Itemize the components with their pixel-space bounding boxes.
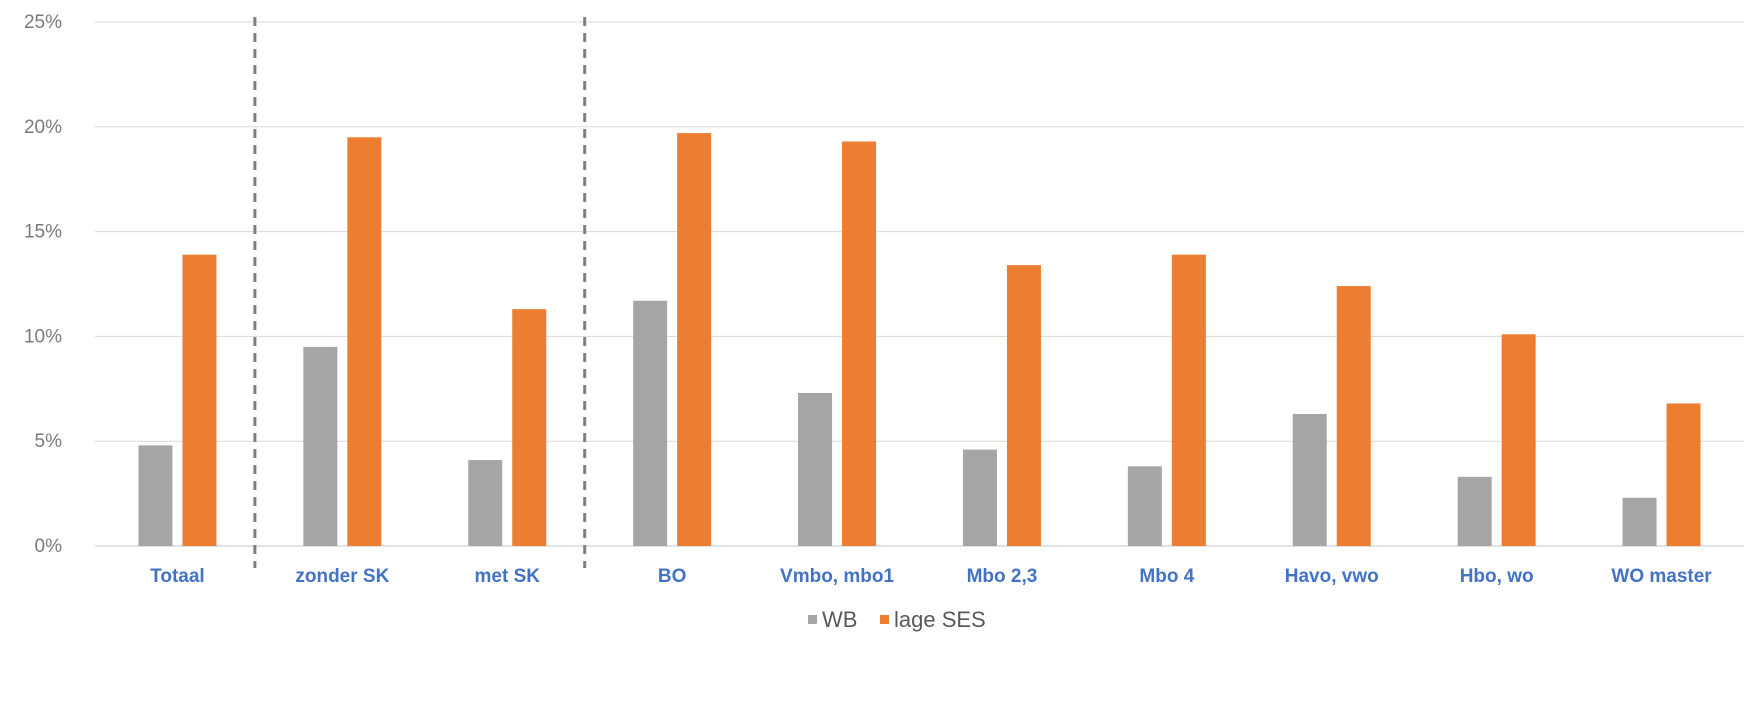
legend-label: lage SES bbox=[894, 607, 986, 632]
bar-wb bbox=[468, 460, 503, 546]
group-separators bbox=[253, 17, 587, 568]
bar-lage-ses bbox=[1666, 403, 1701, 546]
legend: WB lage SES bbox=[808, 607, 986, 632]
x-tick-label: met SK bbox=[475, 566, 541, 587]
y-tick-label: 0% bbox=[35, 536, 63, 557]
y-tick-label: 20% bbox=[24, 117, 62, 138]
x-tick-label: WO master bbox=[1611, 566, 1712, 587]
bar-wb bbox=[633, 300, 668, 546]
bar-lage-ses bbox=[1171, 254, 1206, 546]
legend-swatch-wb bbox=[808, 615, 817, 624]
bar-lage-ses bbox=[842, 141, 877, 547]
gridlines bbox=[95, 21, 1744, 547]
bar-wb bbox=[303, 346, 338, 546]
bar-wb bbox=[1622, 497, 1657, 546]
x-tick-label: Mbo 4 bbox=[1139, 566, 1194, 587]
bar-lage-ses bbox=[512, 309, 547, 546]
x-tick-label: Havo, vwo bbox=[1285, 566, 1379, 587]
bars bbox=[138, 133, 1701, 547]
bar-lage-ses bbox=[182, 254, 217, 546]
bar-lage-ses bbox=[1501, 334, 1536, 546]
legend-label: WB bbox=[822, 607, 857, 632]
bar-wb bbox=[798, 392, 833, 546]
y-tick-label: 10% bbox=[24, 326, 62, 347]
y-tick-label: 25% bbox=[24, 12, 62, 33]
bar-lage-ses bbox=[1006, 265, 1041, 546]
y-tick-label: 15% bbox=[24, 222, 62, 243]
x-tick-label: Totaal bbox=[150, 566, 205, 587]
bar-wb bbox=[962, 449, 997, 546]
x-tick-label: Hbo, wo bbox=[1460, 566, 1534, 587]
x-axis-tick-labels: Totaal zonder SK met SK BO Vmbo, mbo1 Mbo 2,3… bbox=[150, 566, 1712, 587]
x-tick-label: BO bbox=[658, 566, 687, 587]
x-tick-label: Mbo 2,3 bbox=[967, 566, 1038, 587]
bar-lage-ses bbox=[1336, 286, 1371, 546]
bar-wb bbox=[1292, 413, 1327, 546]
x-tick-label: Vmbo, mbo1 bbox=[780, 566, 894, 587]
bar-wb bbox=[1127, 466, 1162, 546]
bar-wb bbox=[1457, 476, 1492, 546]
bar-lage-ses bbox=[347, 137, 382, 546]
x-tick-label: zonder SK bbox=[295, 566, 389, 587]
y-tick-label: 5% bbox=[35, 431, 63, 452]
legend-swatch-lage-ses bbox=[880, 615, 889, 624]
y-axis-tick-labels: 0% 5% 10% 15% 20% 25% bbox=[24, 12, 62, 557]
bar-wb bbox=[138, 445, 173, 546]
bar-lage-ses bbox=[677, 133, 712, 546]
